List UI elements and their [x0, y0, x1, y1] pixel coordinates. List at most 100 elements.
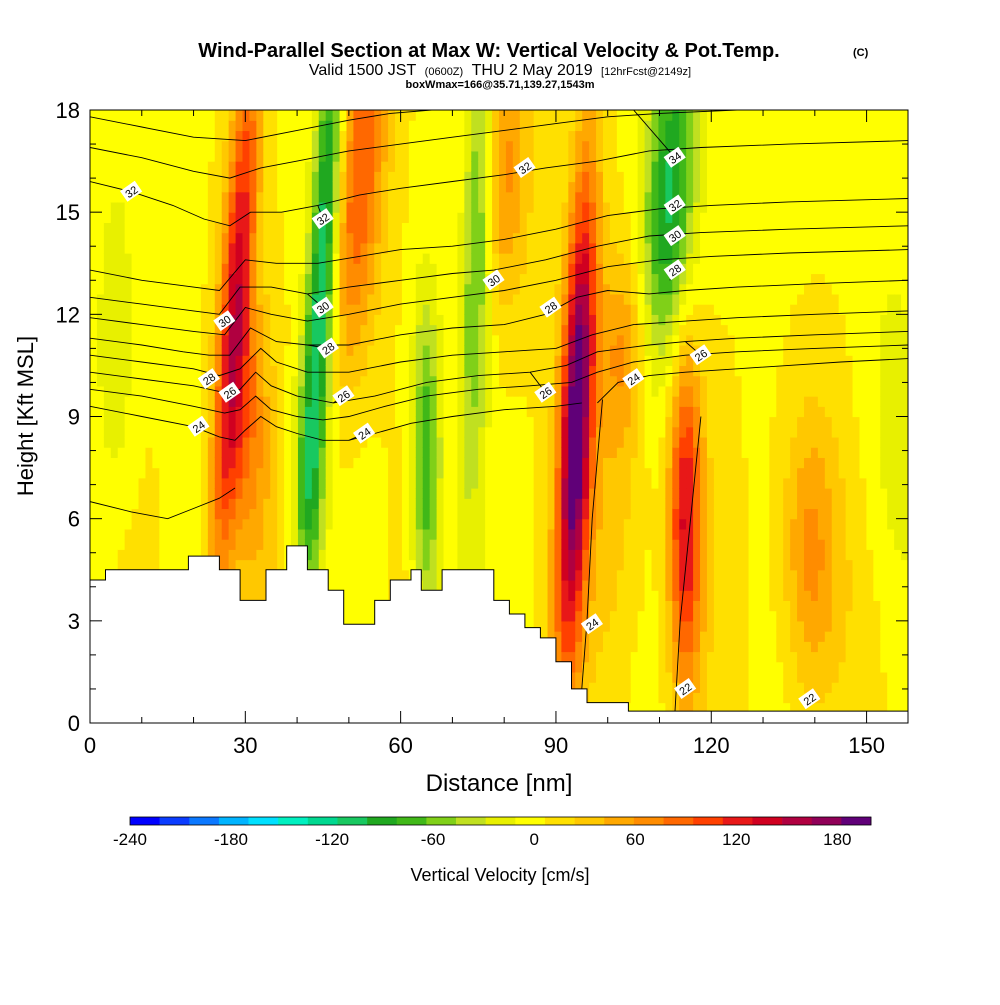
velocity-cell [637, 140, 646, 152]
velocity-cell [173, 559, 181, 571]
velocity-cell [353, 528, 361, 540]
velocity-cell [388, 375, 396, 387]
velocity-cell [325, 416, 334, 428]
velocity-cell [96, 181, 105, 193]
velocity-cell [436, 579, 445, 591]
velocity-cell [145, 242, 153, 254]
velocity-cell [443, 263, 452, 275]
velocity-cell [291, 110, 299, 121]
velocity-cell [318, 528, 327, 540]
velocity-cell [499, 293, 507, 305]
velocity-cell [485, 467, 493, 479]
velocity-cell [401, 539, 410, 550]
velocity-cell [145, 314, 153, 326]
velocity-cell [291, 344, 299, 356]
velocity-cell [304, 130, 313, 142]
velocity-cell [388, 467, 396, 479]
velocity-cell [575, 682, 583, 693]
velocity-cell [103, 324, 112, 336]
velocity-cell [547, 549, 556, 561]
velocity-cell [651, 344, 660, 356]
velocity-cell [568, 161, 576, 172]
velocity-cell [124, 477, 133, 489]
velocity-cell [96, 488, 105, 499]
velocity-cell [138, 488, 147, 499]
velocity-cell [637, 120, 646, 132]
velocity-cell [304, 344, 313, 356]
velocity-cell [270, 171, 278, 183]
velocity-cell [623, 590, 632, 601]
velocity-cell [381, 273, 389, 285]
velocity-cell [103, 365, 112, 377]
velocity-cell [277, 304, 285, 315]
velocity-cell [90, 120, 98, 132]
velocity-cell [526, 120, 535, 132]
velocity-cell [263, 314, 271, 326]
velocity-cell [609, 304, 618, 315]
velocity-cell [401, 385, 410, 397]
velocity-cell [429, 242, 438, 254]
velocity-cell [492, 488, 500, 499]
velocity-cell [616, 283, 625, 295]
velocity-cell [96, 457, 105, 469]
velocity-cell [651, 477, 660, 489]
velocity-cell [575, 283, 583, 295]
velocity-cell [96, 467, 105, 479]
velocity-cell [145, 283, 153, 295]
velocity-cell [436, 559, 445, 571]
velocity-cell [138, 304, 147, 315]
velocity-cell [228, 365, 237, 377]
velocity-cell [533, 242, 542, 254]
velocity-cell [623, 569, 632, 581]
velocity-cell [110, 549, 119, 561]
velocity-cell [651, 600, 660, 612]
velocity-cell [96, 416, 105, 428]
velocity-cell [540, 518, 549, 530]
velocity-cell [374, 528, 382, 540]
velocity-cell [187, 263, 195, 275]
velocity-cell [187, 293, 195, 305]
velocity-cell [526, 273, 535, 285]
velocity-cell [485, 242, 493, 254]
velocity-cell [596, 671, 604, 683]
velocity-cell [422, 396, 431, 407]
velocity-cell [582, 406, 590, 418]
velocity-cell [159, 385, 167, 397]
velocity-cell [408, 375, 417, 387]
velocity-cell [623, 447, 632, 458]
velocity-cell [325, 457, 334, 469]
velocity-cell [256, 304, 264, 315]
velocity-cell [131, 232, 140, 244]
velocity-cell [505, 242, 514, 254]
velocity-cell [401, 181, 410, 193]
velocity-cell [415, 488, 424, 499]
velocity-cell [616, 620, 625, 632]
velocity-cell [408, 140, 417, 152]
velocity-cell [575, 324, 583, 336]
velocity-cell [616, 406, 625, 418]
velocity-cell [464, 467, 472, 479]
velocity-cell [575, 314, 583, 326]
velocity-cell [450, 457, 458, 469]
velocity-cell [297, 508, 306, 520]
velocity-cell [561, 201, 569, 213]
velocity-cell [228, 539, 237, 550]
velocity-cell [616, 171, 625, 183]
velocity-cell [526, 396, 535, 407]
velocity-cell [90, 273, 98, 285]
velocity-cell [117, 396, 126, 407]
velocity-cell [138, 457, 147, 469]
velocity-cell [96, 385, 105, 397]
velocity-cell [596, 344, 604, 356]
velocity-cell [596, 528, 604, 540]
velocity-cell [249, 344, 257, 356]
velocity-cell [485, 283, 493, 295]
velocity-cell [422, 314, 431, 326]
velocity-cell [422, 385, 431, 397]
velocity-cell [512, 467, 521, 479]
velocity-cell [582, 447, 590, 458]
velocity-cell [637, 324, 646, 336]
velocity-cell [124, 539, 133, 550]
velocity-cell [450, 201, 458, 213]
velocity-cell [214, 477, 223, 489]
